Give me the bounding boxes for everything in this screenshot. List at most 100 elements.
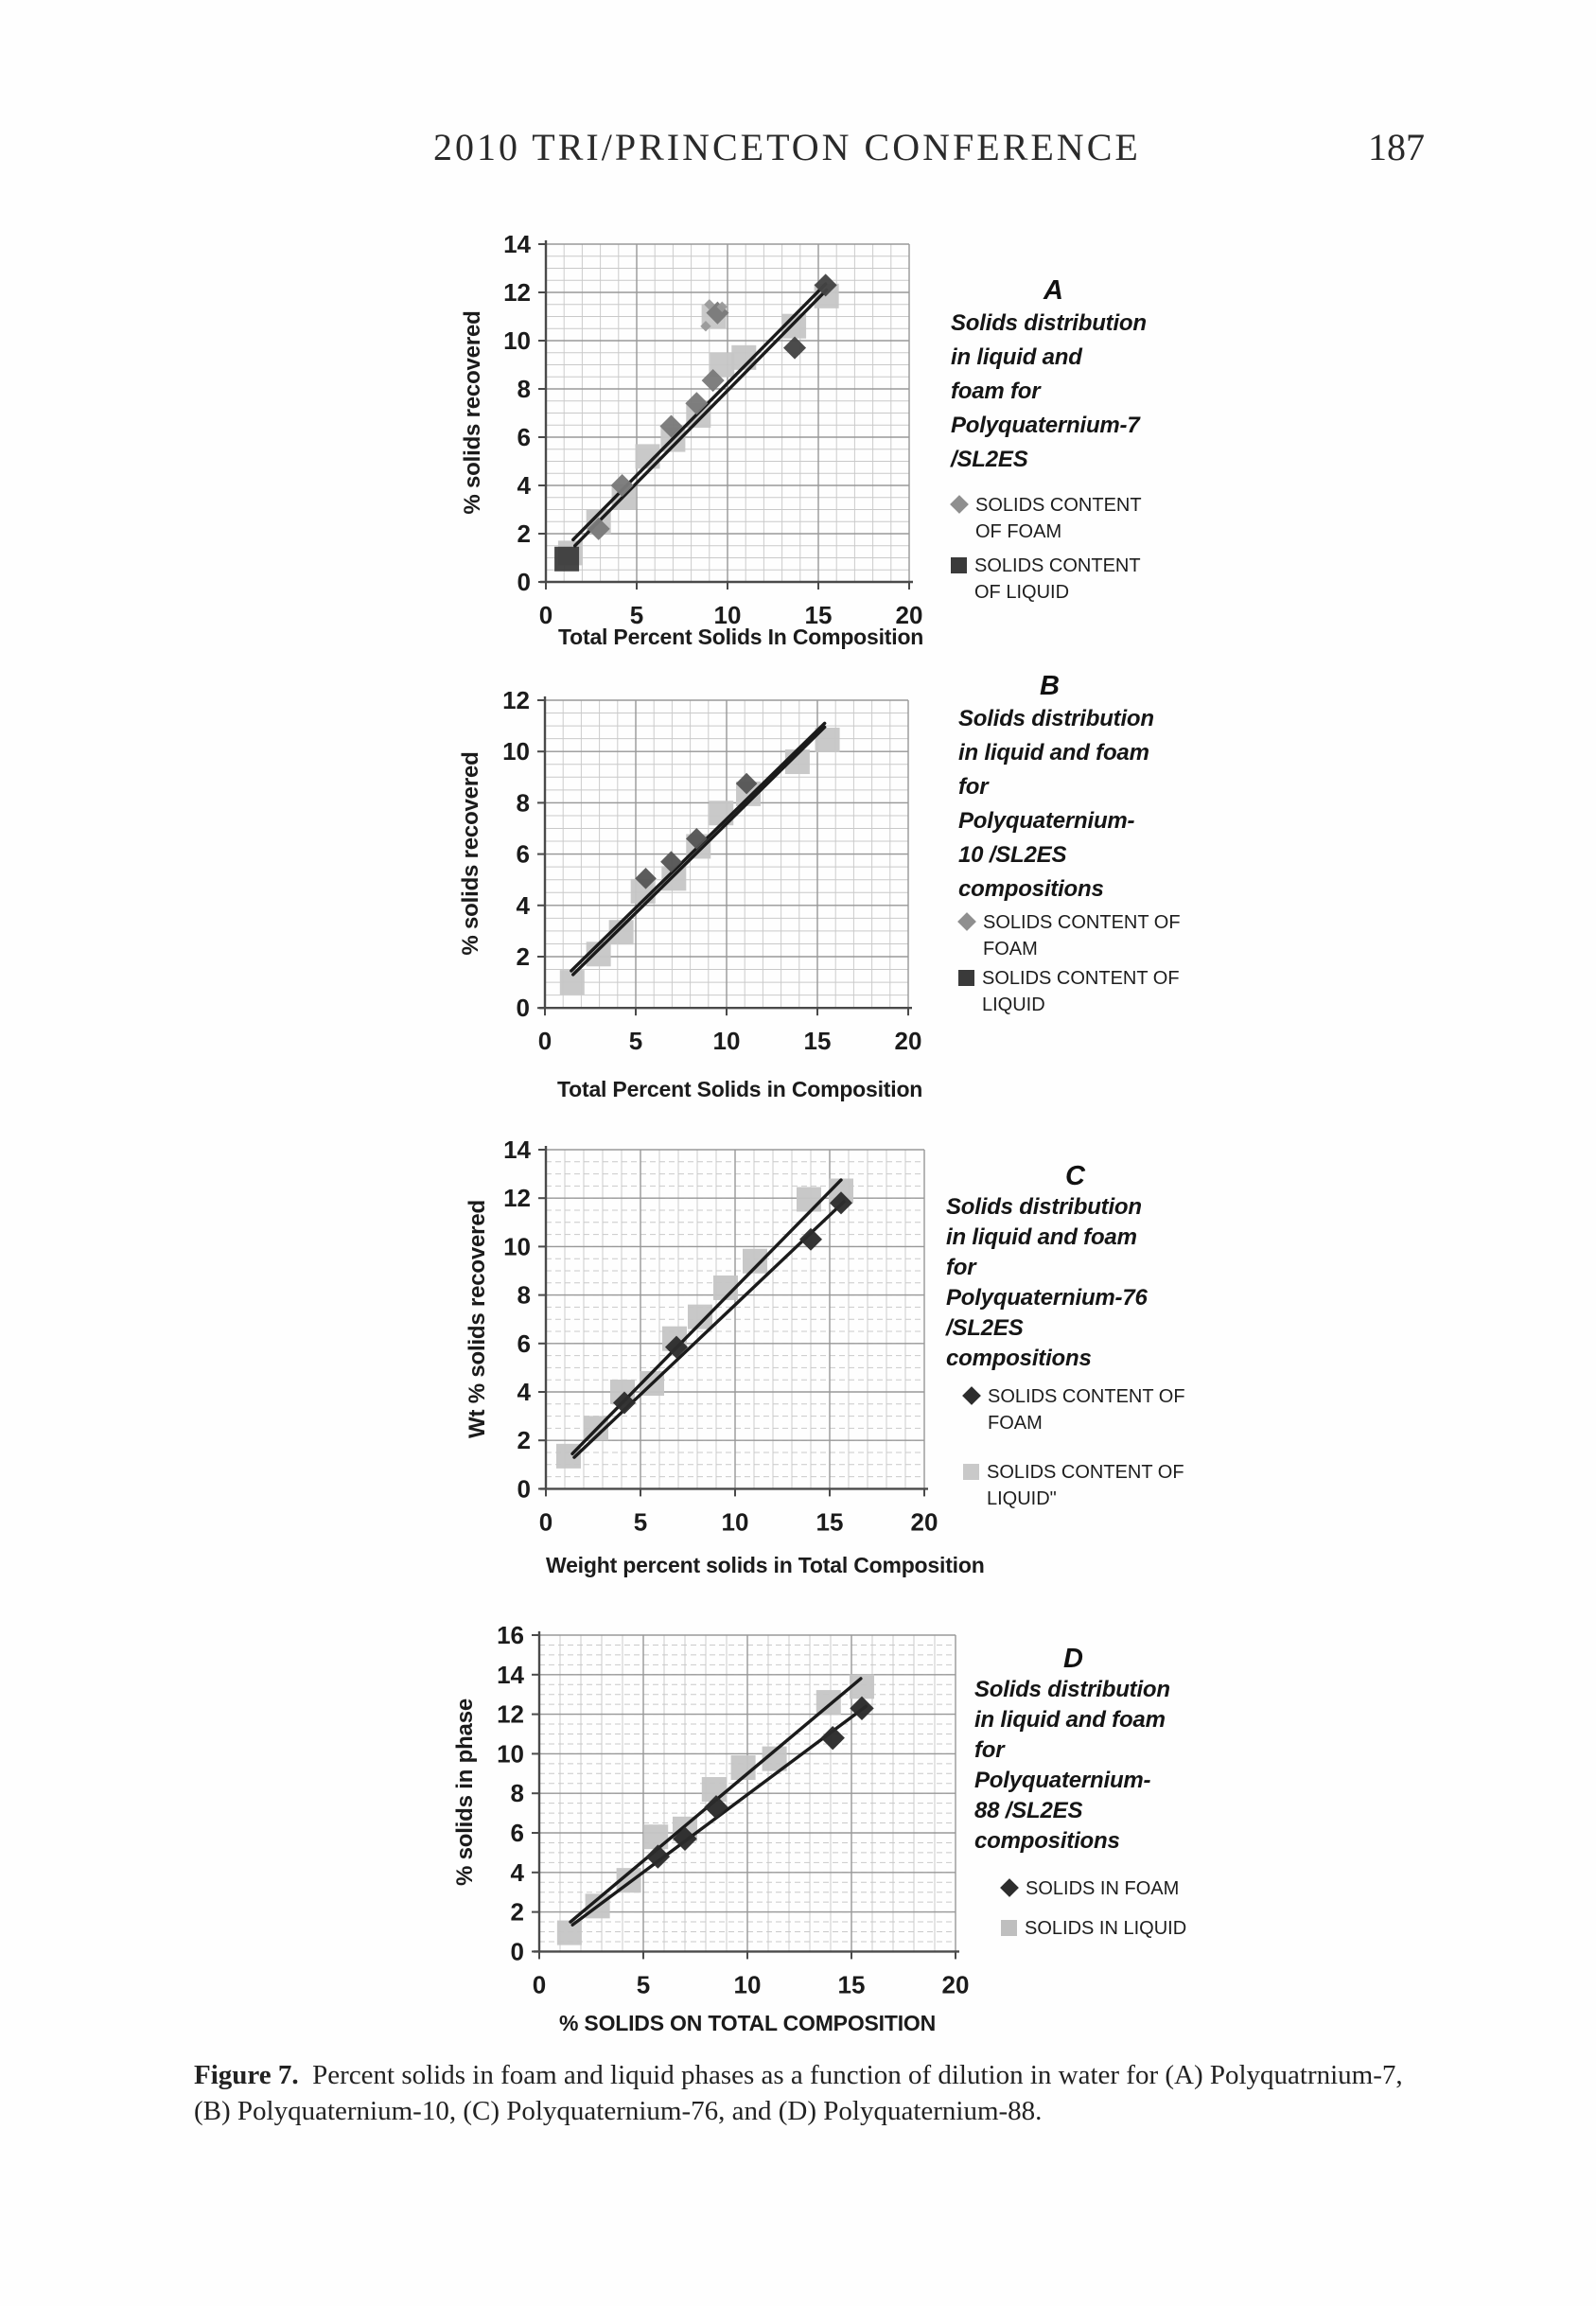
svg-text:0: 0 bbox=[533, 1970, 546, 1998]
chart-title-line: in liquid and foam bbox=[974, 1707, 1166, 1733]
chart-legend-d: D Solids distribution in liquid and foam f… bbox=[974, 1643, 1287, 1942]
x-axis-title-d: % SOLIDS ON TOTAL COMPOSITION bbox=[558, 2011, 936, 2035]
legend-item: SOLIDS IN LIQUID bbox=[1001, 1915, 1287, 1942]
svg-text:4: 4 bbox=[517, 471, 532, 500]
legend-item: SOLIDS CONTENT OF LIQUID bbox=[958, 965, 1271, 1018]
legend-diamond-icon bbox=[957, 912, 976, 931]
legend-diamond-icon bbox=[950, 495, 969, 514]
chart-title-a: Solids distribution in liquid and foam for… bbox=[951, 307, 1263, 477]
chart-title-line: in liquid and foam bbox=[958, 740, 1149, 766]
y-axis-title-a: % solids recovered bbox=[460, 310, 485, 515]
legend-item: SOLIDS CONTENT OF FOAM bbox=[957, 909, 1271, 962]
caption-line-1: Figure 7. Percent solids in foam and liq… bbox=[194, 2057, 1481, 2093]
svg-text:0: 0 bbox=[517, 1474, 531, 1503]
chart-title-line: for bbox=[946, 1255, 976, 1280]
page-number: 187 bbox=[1368, 126, 1425, 168]
svg-text:10: 10 bbox=[714, 601, 742, 629]
chart-title-line: /SL2ES bbox=[946, 1315, 1024, 1341]
svg-text:2: 2 bbox=[517, 942, 530, 971]
chart-title-line: Polyquaternium- bbox=[958, 808, 1135, 834]
chart-legend-c: C Solids distribution in liquid and foam f… bbox=[946, 1160, 1268, 1512]
svg-text:6: 6 bbox=[517, 423, 531, 451]
legend-item-label: SOLIDS IN LIQUID bbox=[1025, 1918, 1187, 1939]
caption-text-1: Percent solids in foam and liquid phases… bbox=[312, 2060, 1403, 2090]
legend-item-label: SOLIDS CONTENT OF FOAM bbox=[983, 912, 1181, 959]
svg-text:4: 4 bbox=[511, 1857, 525, 1886]
svg-text:0: 0 bbox=[538, 1027, 552, 1055]
x-axis-title-c: Weight percent solids in Total Compositi… bbox=[546, 1553, 985, 1577]
chart-title-line: compositions bbox=[974, 1828, 1120, 1854]
panel-letter-a: A bbox=[1044, 275, 1063, 306]
svg-text:14: 14 bbox=[503, 230, 531, 258]
svg-text:20: 20 bbox=[911, 1507, 938, 1536]
legend-item-label: SOLIDS IN FOAM bbox=[1026, 1878, 1180, 1899]
svg-text:5: 5 bbox=[634, 1507, 647, 1536]
svg-text:15: 15 bbox=[816, 1507, 844, 1536]
chart-plot-a: 0 5 10 15 20 0 2 4 6 8 10 12 14 bbox=[503, 230, 923, 629]
y-axis-title-b: % solids recovered bbox=[458, 751, 483, 956]
svg-text:5: 5 bbox=[629, 1027, 642, 1055]
svg-text:6: 6 bbox=[517, 839, 530, 868]
svg-text:8: 8 bbox=[517, 788, 530, 817]
svg-text:10: 10 bbox=[734, 1970, 762, 1998]
legend-item-label: SOLIDS CONTENT OF LIQUID bbox=[974, 555, 1141, 603]
caption-label: Figure 7. bbox=[194, 2060, 299, 2090]
chart-plot-c: 0 5 10 15 20 0 2 4 6 8 10 12 14 bbox=[503, 1135, 938, 1536]
chart-title-c: Solids distribution in liquid and foam for… bbox=[946, 1192, 1268, 1374]
svg-text:10: 10 bbox=[503, 1232, 531, 1260]
chart-plot-b: 0 5 10 15 20 0 2 4 6 8 10 12 bbox=[502, 686, 922, 1055]
svg-text:8: 8 bbox=[511, 1779, 524, 1807]
chart-title-line: 10 /SL2ES bbox=[958, 842, 1067, 868]
svg-text:20: 20 bbox=[896, 601, 923, 629]
legend-item-label: SOLIDS CONTENT OF LIQUID" bbox=[987, 1462, 1184, 1509]
chart-title-line: Polyquaternium- bbox=[974, 1768, 1151, 1793]
panel-letter-d: D bbox=[1063, 1644, 1083, 1674]
svg-text:20: 20 bbox=[895, 1027, 922, 1055]
legend-items-a: SOLIDS CONTENT OF FOAM SOLIDS CONTENT OF LI… bbox=[950, 492, 1263, 606]
legend-items-b: SOLIDS CONTENT OF FOAM SOLIDS CONTENT OF LI… bbox=[957, 909, 1271, 1018]
chart-legend-a: A Solids distribution in liquid and foam f… bbox=[950, 274, 1263, 606]
figure-caption: Figure 7. Percent solids in foam and liq… bbox=[194, 2057, 1481, 2129]
chart-title-line: Solids distribution bbox=[958, 706, 1154, 731]
legend-items-c: SOLIDS CONTENT OF FOAM SOLIDS CONTENT OF LI… bbox=[946, 1383, 1268, 1512]
chart-title-line: compositions bbox=[946, 1346, 1092, 1371]
svg-text:10: 10 bbox=[713, 1027, 741, 1055]
chart-title-line: Polyquaternium-76 bbox=[946, 1285, 1148, 1311]
legend-square-icon bbox=[958, 970, 974, 986]
chart-title-line: 88 /SL2ES bbox=[974, 1798, 1083, 1823]
legend-square-icon bbox=[1001, 1920, 1017, 1936]
svg-text:0: 0 bbox=[539, 601, 552, 629]
x-axis-title-b: Total Percent Solids in Composition bbox=[557, 1077, 923, 1101]
svg-text:12: 12 bbox=[502, 686, 530, 714]
page-header: 2010 TRI/PRINCETON CONFERENCE bbox=[433, 126, 1141, 168]
chart-legend-b: B Solids distribution in liquid and foam f… bbox=[957, 670, 1271, 1018]
svg-text:16: 16 bbox=[497, 1621, 524, 1649]
chart-title-line: Polyquaternium-7 bbox=[951, 413, 1140, 438]
caption-line-2: (B) Polyquaternium-10, (C) Polyquaterniu… bbox=[194, 2093, 1481, 2129]
svg-text:5: 5 bbox=[637, 1970, 650, 1998]
legend-item-label: SOLIDS CONTENT OF FOAM bbox=[988, 1386, 1185, 1434]
chart-title-line: for bbox=[974, 1737, 1005, 1763]
svg-text:0: 0 bbox=[511, 1937, 524, 1965]
svg-text:15: 15 bbox=[805, 601, 833, 629]
svg-text:10: 10 bbox=[502, 737, 530, 766]
svg-text:15: 15 bbox=[838, 1970, 866, 1998]
chart-plot-d: 0 5 10 15 20 0 2 4 6 8 10 12 14 16 bbox=[497, 1621, 969, 1998]
x-axis-title-a: Total Percent Solids In Composition bbox=[558, 625, 924, 649]
svg-text:10: 10 bbox=[497, 1739, 524, 1768]
chart-title-line: in liquid and foam bbox=[946, 1224, 1137, 1250]
chart-title-d: Solids distribution in liquid and foam for… bbox=[974, 1675, 1287, 1857]
svg-text:5: 5 bbox=[630, 601, 643, 629]
svg-text:6: 6 bbox=[511, 1819, 524, 1847]
svg-text:4: 4 bbox=[517, 891, 531, 920]
chart-title-line: Solids distribution bbox=[946, 1194, 1142, 1220]
legend-square-icon bbox=[951, 557, 967, 573]
chart-title-line: Solids distribution bbox=[974, 1677, 1170, 1702]
svg-text:6: 6 bbox=[517, 1329, 531, 1357]
chart-title-line: /SL2ES bbox=[951, 447, 1028, 472]
legend-item-label: SOLIDS CONTENT OF LIQUID bbox=[982, 968, 1180, 1015]
svg-text:2: 2 bbox=[511, 1897, 524, 1926]
legend-item: SOLIDS CONTENT OF FOAM bbox=[962, 1383, 1268, 1436]
svg-text:8: 8 bbox=[517, 1280, 531, 1309]
svg-text:12: 12 bbox=[497, 1699, 524, 1728]
